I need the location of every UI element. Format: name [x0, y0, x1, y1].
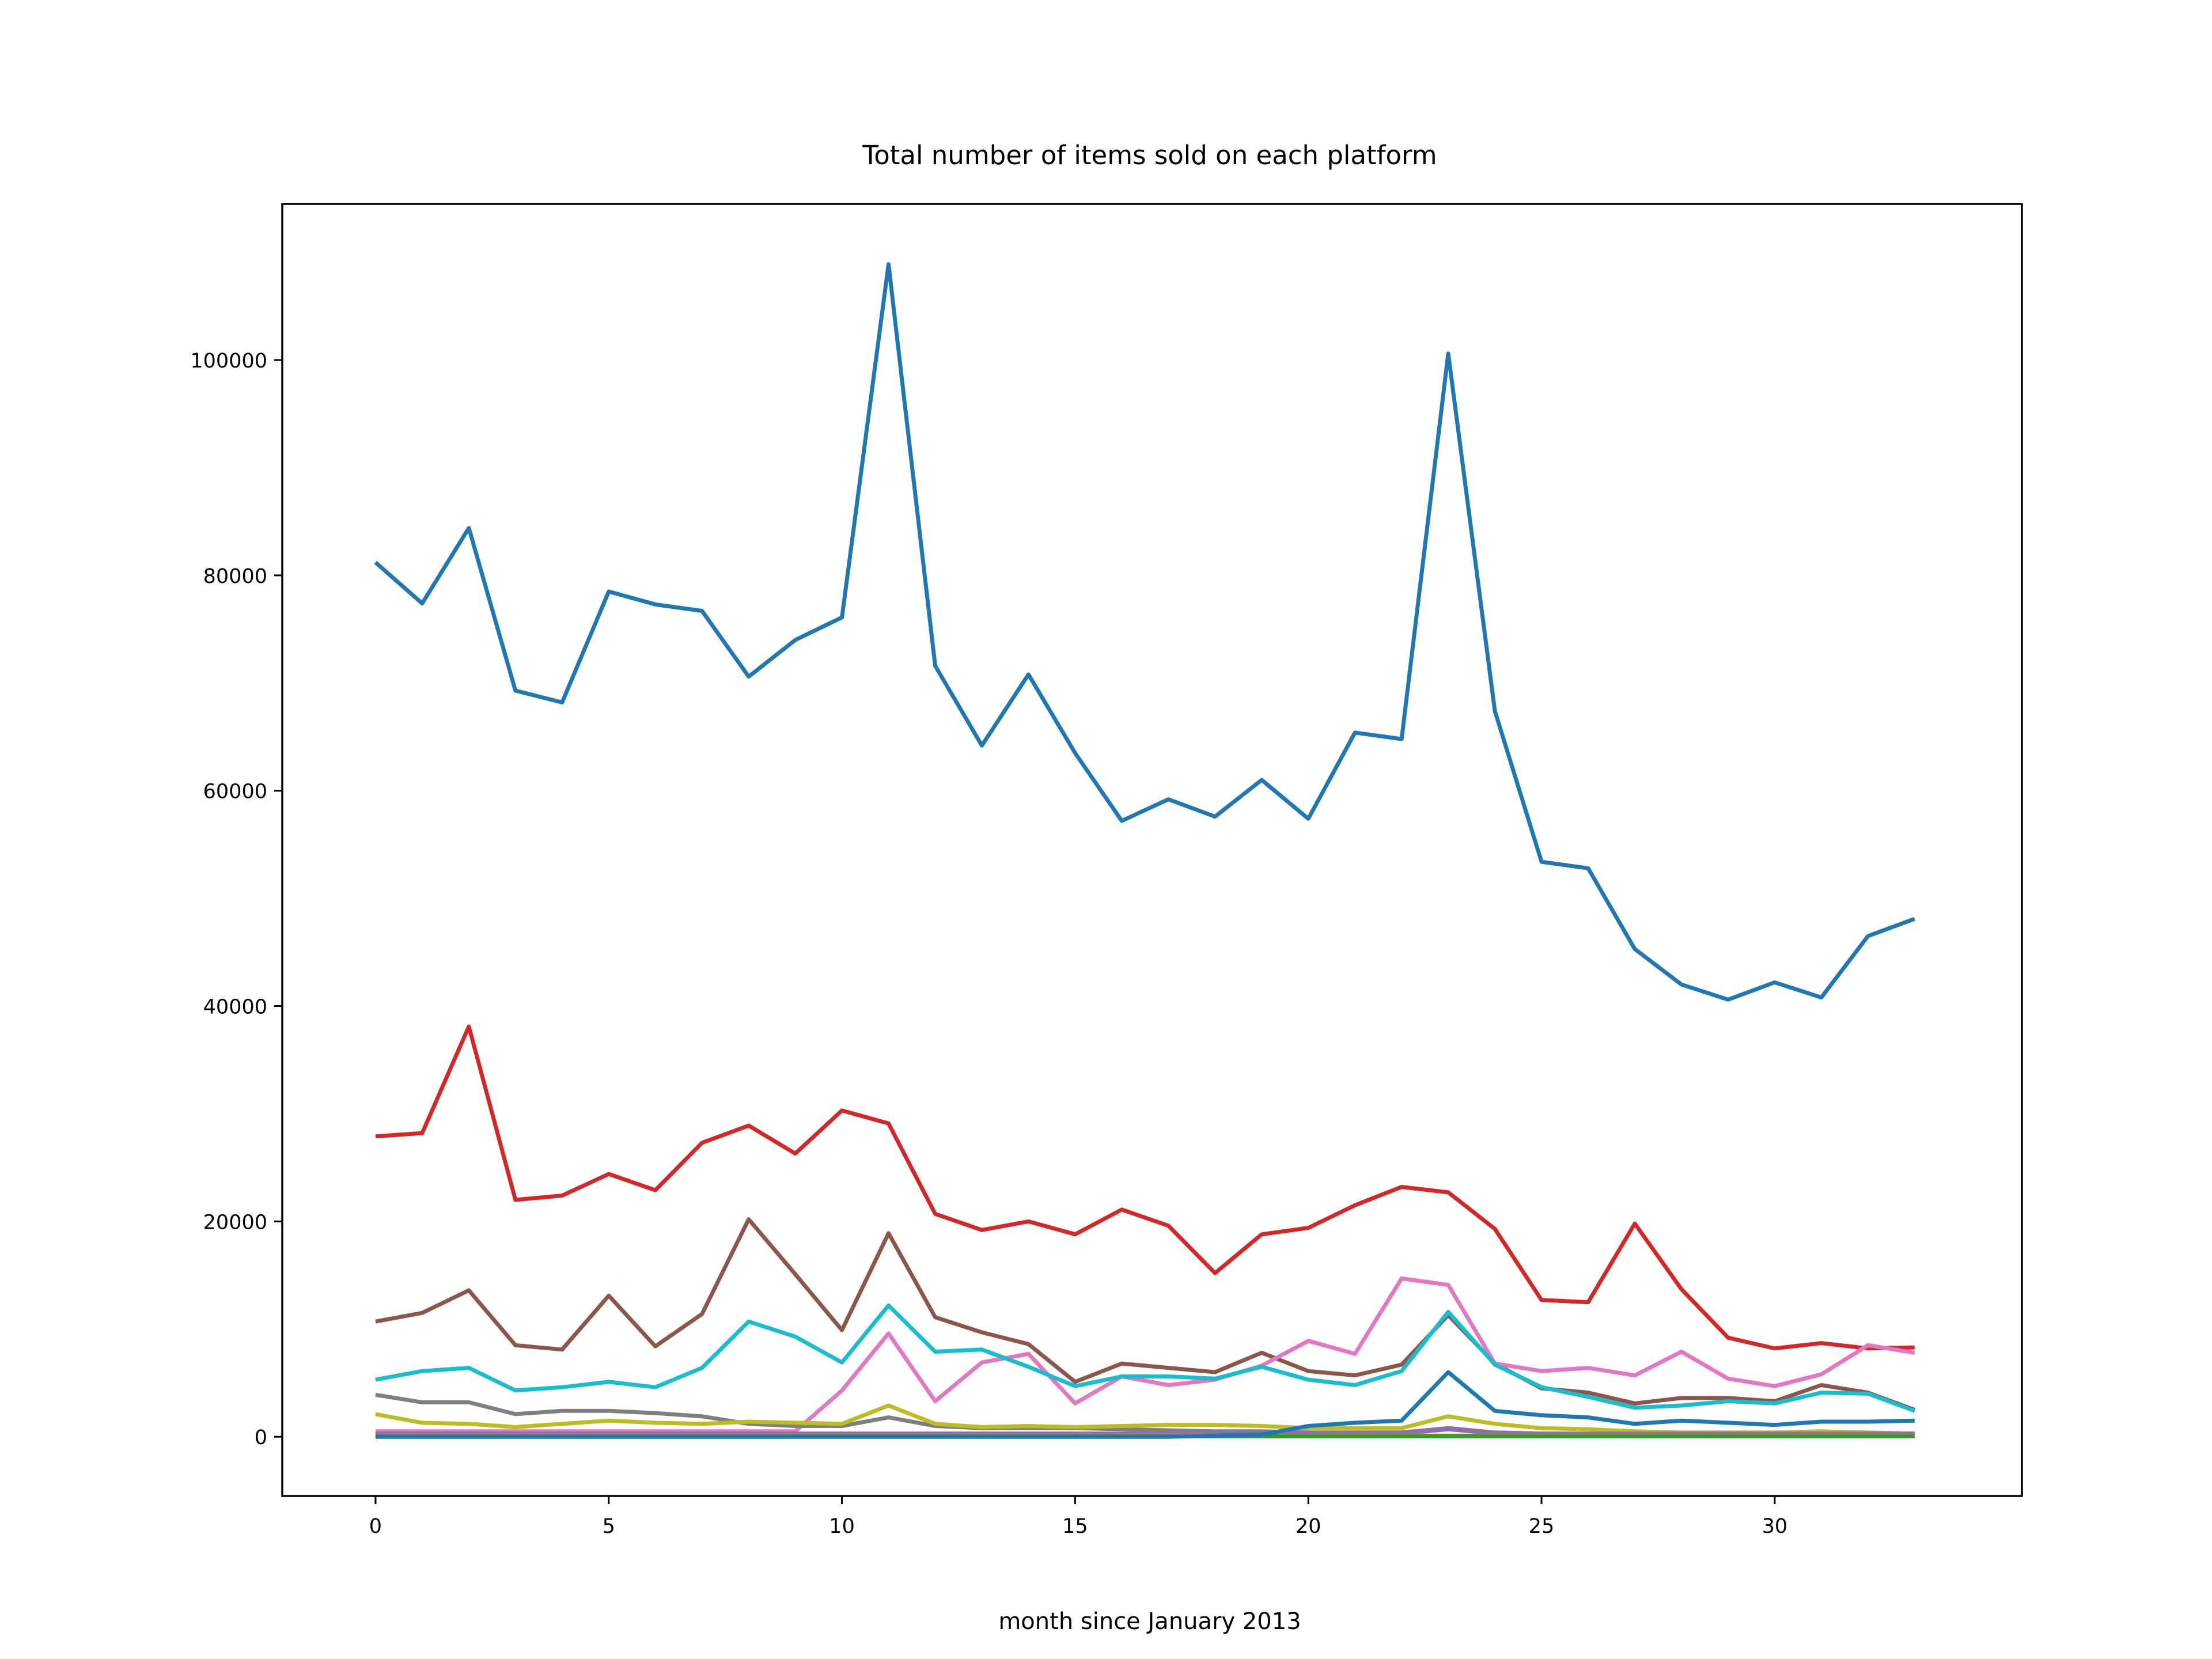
x-tick-label-5: 25 — [1529, 1515, 1555, 1538]
x-tick-label-6: 30 — [1762, 1515, 1788, 1538]
x-tick-label-2: 10 — [829, 1515, 855, 1538]
y-tick-label-1: 20000 — [203, 1211, 267, 1234]
y-tick-label-0: 0 — [255, 1426, 267, 1449]
series-line-1 — [374, 262, 1916, 1002]
x-tick-label-3: 15 — [1062, 1515, 1088, 1538]
y-axis: 0 20000 40000 60000 80000 100000 — [190, 350, 282, 1449]
series-line-2 — [375, 1024, 1915, 1351]
series-line-6 — [375, 1392, 1915, 1437]
y-tick-label-4: 80000 — [203, 565, 267, 588]
y-tick-label-5: 100000 — [190, 350, 267, 373]
series-line-8 — [375, 1427, 1915, 1436]
series-line-4 — [375, 1276, 1915, 1434]
x-tick-label-4: 20 — [1296, 1515, 1321, 1538]
series-line-5 — [375, 1303, 1916, 1413]
x-axis: 0 5 10 15 20 25 30 — [369, 1496, 1787, 1538]
x-tick-label-0: 0 — [369, 1515, 382, 1538]
y-tick-label-2: 40000 — [203, 996, 267, 1019]
x-tick-label-1: 5 — [603, 1515, 615, 1538]
x-axis-label: month since January 2013 — [998, 1608, 1301, 1635]
y-tick-label-3: 60000 — [203, 781, 267, 804]
series-line-11 — [375, 1370, 1915, 1439]
series-layer — [374, 262, 1916, 1439]
chart-title: Total number of items sold on each platf… — [862, 140, 1437, 171]
series-line-3 — [375, 1217, 1916, 1412]
axes-frame — [281, 203, 2023, 1497]
